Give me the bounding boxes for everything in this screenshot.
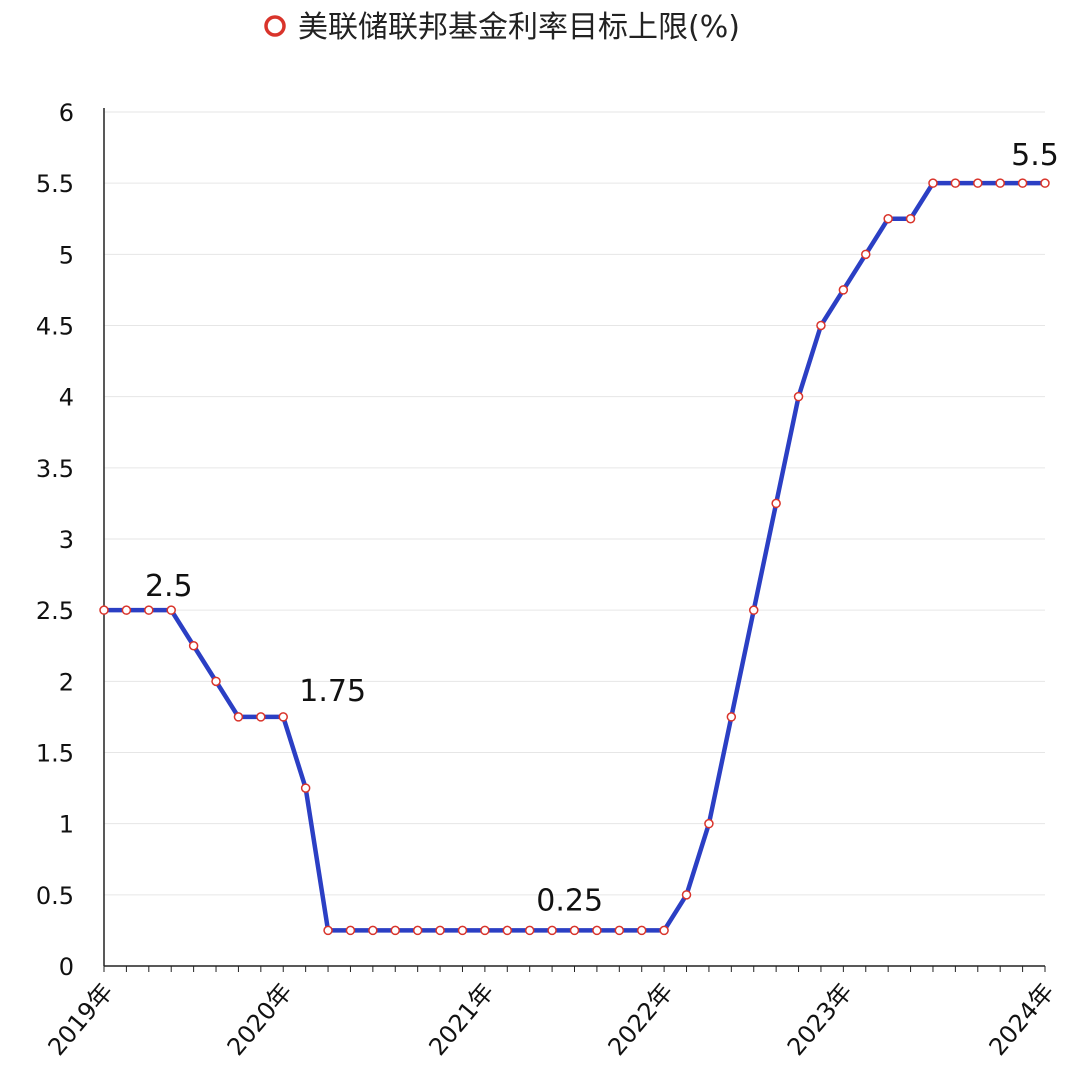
- x-tick-label: 2024年: [983, 978, 1059, 1061]
- y-tick-label: 1.5: [36, 740, 74, 768]
- data-point: [233, 712, 244, 722]
- data-point: [1017, 178, 1028, 188]
- axes: [103, 108, 1046, 972]
- data-point: [771, 498, 781, 509]
- data-point: [278, 712, 288, 722]
- data-point: [614, 925, 625, 936]
- data-point: [121, 605, 132, 615]
- data-label: 5.5: [1011, 138, 1059, 173]
- y-tick-label: 5: [59, 241, 74, 269]
- data-point: [636, 925, 647, 936]
- y-tick-label: 2.5: [36, 597, 74, 625]
- y-tick-label: 1: [59, 811, 74, 839]
- gridlines: [104, 111, 1045, 896]
- data-point: [928, 178, 938, 188]
- data-point: [793, 391, 804, 402]
- legend-label: 美联储联邦基金利率目标上限(%): [298, 10, 740, 45]
- x-tick-label: 2021年: [423, 978, 499, 1061]
- y-tick-label: 5.5: [36, 170, 74, 198]
- data-point: [861, 249, 871, 260]
- y-tick-label: 4: [59, 384, 74, 412]
- data-point: [99, 605, 109, 615]
- data-point: [524, 925, 535, 936]
- data-point: [323, 925, 333, 936]
- data-point: [412, 925, 423, 936]
- data-point: [547, 925, 557, 936]
- y-axis-ticks: 0 0.5 1 1.5 2 2.5 3 3.5 4 4.5 5 5.5 6: [36, 99, 74, 981]
- data-label: 0.25: [536, 883, 603, 918]
- series-path: [104, 180, 1045, 933]
- data-labels: 2.5 1.75 0.25 5.5: [145, 138, 1059, 918]
- legend: 美联储联邦基金利率目标上限(%): [264, 10, 740, 45]
- data-point: [726, 712, 737, 722]
- data-point: [748, 605, 759, 615]
- data-point: [973, 178, 983, 188]
- x-tick-label: 2020年: [222, 978, 298, 1061]
- data-point: [905, 214, 916, 224]
- data-point: [995, 178, 1005, 188]
- x-tick-label: 2023年: [782, 978, 858, 1061]
- y-tick-label: 0: [59, 953, 74, 981]
- y-tick-label: 2: [59, 668, 74, 696]
- data-point: [256, 712, 266, 722]
- series-line: [99, 178, 1050, 936]
- data-point: [390, 925, 401, 936]
- x-tick-label: 2019年: [42, 978, 118, 1061]
- data-point: [950, 178, 961, 188]
- y-tick-label: 3.5: [36, 455, 74, 483]
- y-tick-label: 3: [59, 526, 74, 554]
- data-point: [211, 676, 221, 687]
- data-point: [502, 925, 513, 936]
- data-point: [300, 783, 311, 793]
- x-tick-label: 2022年: [603, 978, 679, 1061]
- data-point: [816, 320, 826, 331]
- y-tick-label: 0.5: [36, 882, 74, 910]
- data-point: [345, 925, 356, 936]
- data-label: 1.75: [299, 674, 366, 709]
- data-point: [1040, 178, 1050, 188]
- data-point: [144, 605, 154, 615]
- legend-marker: [264, 15, 286, 37]
- x-axis-ticks: 2019年 2020年 2021年 2022年 2023年 2024年: [42, 978, 1059, 1061]
- data-point: [592, 925, 602, 936]
- data-point: [883, 214, 893, 224]
- data-point: [704, 818, 714, 829]
- data-point: [166, 605, 176, 615]
- y-tick-label: 4.5: [36, 313, 74, 341]
- data-point: [681, 890, 692, 900]
- data-point: [188, 641, 199, 651]
- data-point: [569, 925, 580, 936]
- y-tick-label: 6: [59, 99, 74, 127]
- data-point: [838, 285, 849, 295]
- data-point: [659, 925, 669, 936]
- data-label: 2.5: [145, 569, 193, 604]
- data-point: [457, 925, 468, 936]
- data-point: [368, 925, 378, 936]
- data-point: [480, 925, 490, 936]
- data-point: [435, 925, 445, 936]
